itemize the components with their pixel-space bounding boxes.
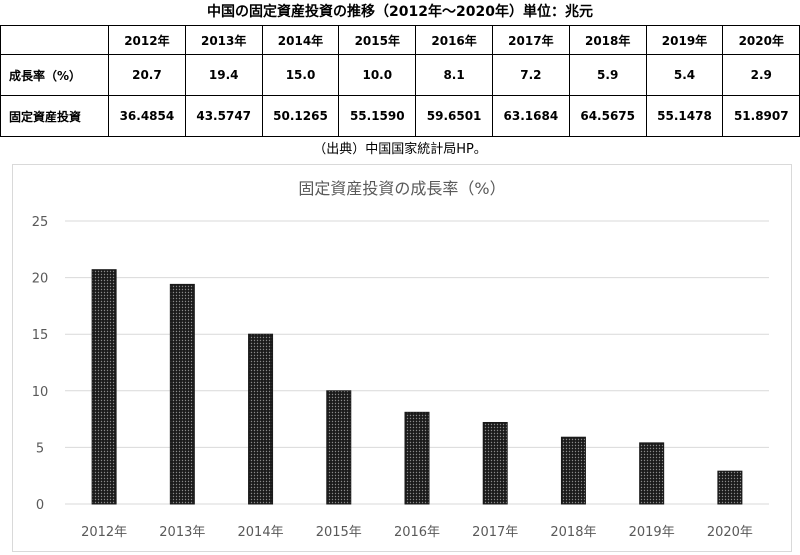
- table-cell: 19.4: [184, 54, 263, 96]
- bar-chart: 固定資産投資の成長率（%） 0 5 10 15 20 25 2012年 2013年 2014年…: [32, 179, 769, 540]
- y-tick-label: 25: [32, 215, 49, 230]
- table-row-growth-rate: 成長率（%） 20.7 19.4 15.0 10.0 8.1 7.2 5.9 5…: [0, 54, 800, 96]
- x-tick-label: 2015年: [316, 525, 362, 540]
- bar: [91, 269, 117, 505]
- x-tick-label: 2018年: [550, 525, 596, 540]
- y-axis: 0 5 10 15 20 25: [32, 215, 49, 513]
- bar: [560, 436, 586, 505]
- table-year-header: 2018年: [568, 25, 647, 55]
- bar: [169, 283, 195, 505]
- table-year-header: 2015年: [338, 25, 417, 55]
- table-year-header: 2013年: [184, 25, 263, 55]
- table-cell: 51.8907: [722, 95, 800, 137]
- y-tick-label: 10: [32, 385, 49, 400]
- table-cell: 2.9: [722, 54, 800, 96]
- table-cell: 36.4854: [108, 95, 186, 137]
- x-tick-label: 2016年: [394, 525, 440, 540]
- table-header-row: 2012年 2013年 2014年 2015年 2016年 2017年 2018…: [0, 25, 800, 55]
- x-tick-label: 2020年: [707, 525, 753, 540]
- table-cell: 43.5747: [184, 95, 263, 137]
- table-cell: 59.6501: [415, 95, 493, 137]
- table-cell: 10.0: [338, 54, 417, 96]
- chart-container: 固定資産投資の成長率（%） 0 5 10 15 20 25 2012年 2013年 2014年…: [12, 164, 792, 552]
- table-cell: 15.0: [261, 54, 340, 96]
- x-tick-label: 2019年: [629, 525, 675, 540]
- table-year-header: 2020年: [722, 25, 800, 55]
- x-axis: 2012年 2013年 2014年 2015年 2016年 2017年 2018年 2019年…: [81, 525, 753, 540]
- bar: [717, 470, 743, 505]
- table-year-header: 2014年: [261, 25, 340, 55]
- bars: [91, 269, 743, 505]
- x-tick-label: 2017年: [472, 525, 518, 540]
- table-row-fixed-asset-investment: 固定資産投資 36.4854 43.5747 50.1265 55.1590 5…: [0, 95, 800, 137]
- y-tick-label: 0: [36, 498, 44, 513]
- y-tick-label: 5: [36, 441, 44, 456]
- table-year-header: 2012年: [108, 25, 186, 55]
- bar: [404, 411, 430, 505]
- y-tick-label: 15: [32, 328, 49, 343]
- y-tick-label: 20: [32, 272, 49, 287]
- x-tick-label: 2014年: [238, 525, 284, 540]
- table-row-label: 固定資産投資: [0, 95, 109, 137]
- table-year-header: 2016年: [415, 25, 493, 55]
- table-cell: 5.4: [645, 54, 724, 96]
- page-title: 中国の固定資産投資の推移（2012年～2020年）単位：兆元: [207, 4, 593, 20]
- source-note: （出典）中国国家統計局HP。: [313, 142, 487, 157]
- bar: [482, 421, 508, 505]
- table-cell: 63.1684: [491, 95, 570, 137]
- table-year-header: 2017年: [491, 25, 570, 55]
- table-cell: 50.1265: [261, 95, 340, 137]
- bar: [248, 333, 274, 505]
- table-cell: 64.5675: [568, 95, 647, 137]
- x-tick-label: 2013年: [159, 525, 205, 540]
- table-row-label: 成長率（%）: [0, 54, 109, 96]
- table-cell: 5.9: [568, 54, 647, 96]
- table-year-header: 2019年: [645, 25, 724, 55]
- bar: [326, 390, 352, 505]
- table-corner-cell: [0, 25, 109, 55]
- data-table: 2012年 2013年 2014年 2015年 2016年 2017年 2018…: [0, 25, 800, 137]
- chart-title: 固定資産投資の成長率（%）: [298, 179, 505, 198]
- table-cell: 8.1: [415, 54, 493, 96]
- table-cell: 20.7: [108, 54, 186, 96]
- table-cell: 55.1590: [338, 95, 417, 137]
- table-cell: 7.2: [491, 54, 570, 96]
- bar: [639, 442, 665, 505]
- table-cell: 55.1478: [645, 95, 724, 137]
- x-tick-label: 2012年: [81, 525, 127, 540]
